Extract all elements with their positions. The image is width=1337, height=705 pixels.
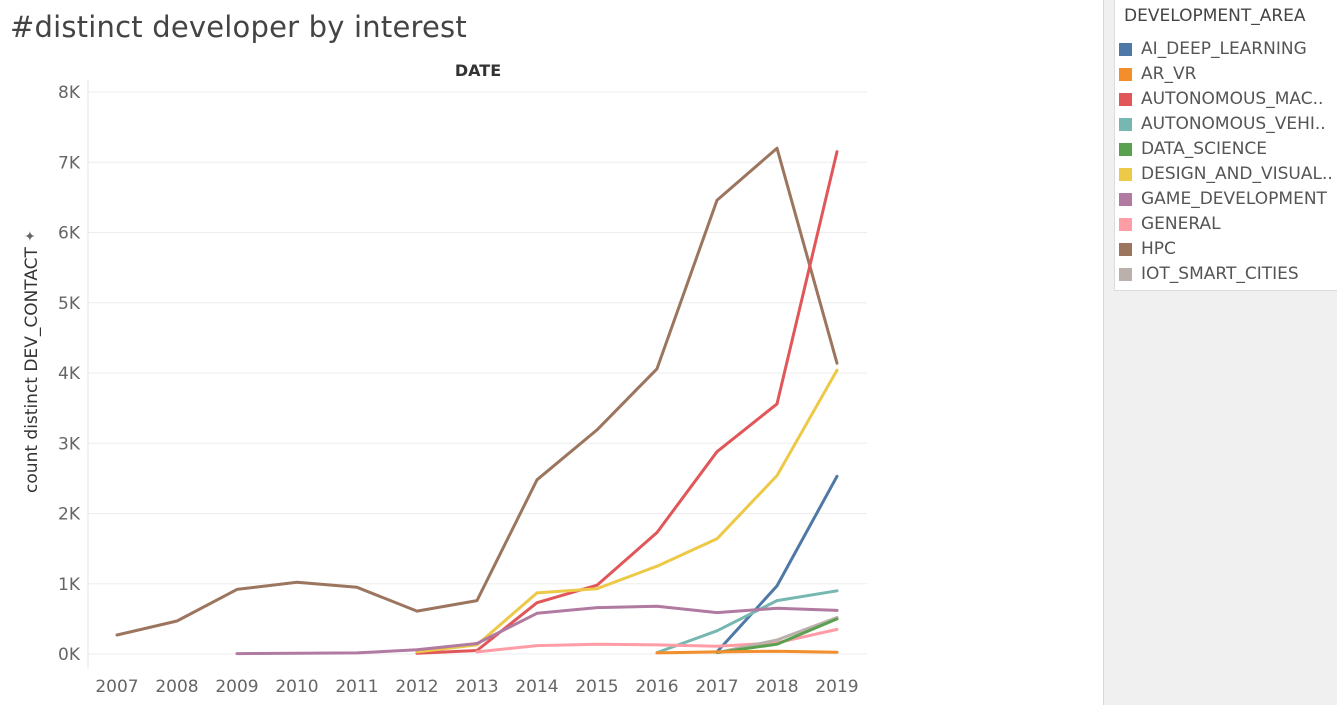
legend-item[interactable]: AR_VR: [1119, 64, 1337, 86]
legend-label: GAME_DEVELOPMENT: [1141, 189, 1327, 209]
chart-title: #distinct developer by interest: [10, 10, 467, 44]
y-tick-label: 5K: [58, 294, 81, 314]
legend-item[interactable]: HPC: [1119, 239, 1337, 261]
x-tick-label: 2013: [455, 677, 498, 697]
legend-label: AI_DEEP_LEARNING: [1141, 39, 1307, 59]
series-lines[interactable]: [115, 146, 839, 656]
sidebar: DEVELOPMENT_AREA AI_DEEP_LEARNING AR_VR AU…: [1103, 0, 1337, 705]
legend-item[interactable]: AI_DEEP_LEARNING: [1119, 39, 1337, 61]
legend-item[interactable]: AUTONOMOUS_VEHI..: [1119, 114, 1337, 136]
x-tick-label: 2014: [515, 677, 558, 697]
pin-icon[interactable]: ✦: [23, 230, 39, 242]
y-tick-label: 6K: [58, 224, 81, 244]
legend-swatch: [1119, 43, 1132, 56]
legend-swatch: [1119, 143, 1132, 156]
y-tick-label: 7K: [58, 153, 81, 173]
axes: 0K 1K 2K 3K 4K 5K 6K 7K 8K 2007 2008 2009 2010 2011 20…: [58, 80, 859, 697]
legend-swatch: [1119, 268, 1132, 281]
y-axis-title[interactable]: count distinct DEV_CONTACT: [22, 246, 42, 493]
column-header: DATE: [455, 61, 501, 80]
legend: DEVELOPMENT_AREA AI_DEEP_LEARNING AR_VR AU…: [1114, 0, 1337, 291]
y-tick-label: 4K: [58, 364, 81, 384]
series-line-data-science[interactable]: [715, 617, 839, 655]
legend-label: DESIGN_AND_VISUAL..: [1141, 164, 1333, 184]
legend-label: DATA_SCIENCE: [1141, 139, 1268, 159]
gridlines: [88, 91, 867, 655]
legend-swatch: [1119, 218, 1132, 231]
x-tick-label: 2015: [575, 677, 618, 697]
legend-item[interactable]: AUTONOMOUS_MAC..: [1119, 89, 1337, 111]
legend-label: AUTONOMOUS_MAC..: [1141, 89, 1324, 109]
legend-label: AUTONOMOUS_VEHI..: [1141, 114, 1326, 134]
chart-area: 0K 1K 2K 3K 4K 5K 6K 7K 8K 2007 2008 2009 2010 2011 20…: [22, 61, 867, 697]
legend-swatch: [1119, 118, 1132, 131]
series-line-hpc[interactable]: [115, 146, 839, 637]
legend-swatch: [1119, 243, 1132, 256]
legend-label: IOT_SMART_CITIES: [1141, 264, 1299, 284]
legend-swatch: [1119, 68, 1132, 81]
x-tick-label: 2009: [215, 677, 258, 697]
legend-swatch: [1119, 168, 1132, 181]
x-tick-label: 2012: [395, 677, 438, 697]
x-tick-label: 2007: [95, 677, 138, 697]
x-tick-label: 2018: [755, 677, 798, 697]
x-tick-label: 2010: [275, 677, 318, 697]
series-line-autonomous-mac[interactable]: [415, 150, 839, 655]
series-line-autonomous-vehi[interactable]: [655, 589, 839, 655]
series-line-ai-deep-learning[interactable]: [715, 474, 839, 654]
line-chart: 0K 1K 2K 3K 4K 5K 6K 7K 8K 2007 2008 2009 2010 2011 20…: [22, 61, 867, 697]
y-axis-label: count distinct DEV_CONTACT: [22, 246, 42, 493]
y-tick-label: 3K: [58, 434, 81, 454]
legend-label: GENERAL: [1141, 214, 1221, 234]
legend-item[interactable]: GENERAL: [1119, 214, 1337, 236]
legend-swatch: [1119, 193, 1132, 206]
legend-swatch: [1119, 93, 1132, 106]
y-tick-label: 0K: [58, 645, 81, 665]
x-tick-label: 2017: [695, 677, 738, 697]
x-tick-label: 2008: [155, 677, 198, 697]
legend-label: AR_VR: [1141, 64, 1197, 84]
y-tick-label: 8K: [58, 83, 81, 103]
series-line-game-development[interactable]: [235, 604, 839, 656]
x-tick-label: 2019: [815, 677, 858, 697]
series-line-ar-vr[interactable]: [655, 649, 839, 655]
legend-item[interactable]: GAME_DEVELOPMENT: [1119, 189, 1337, 211]
legend-label: HPC: [1141, 239, 1176, 259]
legend-item[interactable]: DESIGN_AND_VISUAL..: [1119, 164, 1337, 186]
x-tick-label: 2011: [335, 677, 378, 697]
y-tick-label: 2K: [58, 505, 81, 525]
y-tick-label: 1K: [58, 575, 81, 595]
legend-item[interactable]: DATA_SCIENCE: [1119, 139, 1337, 161]
legend-item[interactable]: IOT_SMART_CITIES: [1119, 264, 1337, 286]
legend-title: DEVELOPMENT_AREA: [1124, 6, 1306, 26]
x-tick-label: 2016: [635, 677, 678, 697]
series-line-design-and-visual[interactable]: [415, 368, 839, 654]
